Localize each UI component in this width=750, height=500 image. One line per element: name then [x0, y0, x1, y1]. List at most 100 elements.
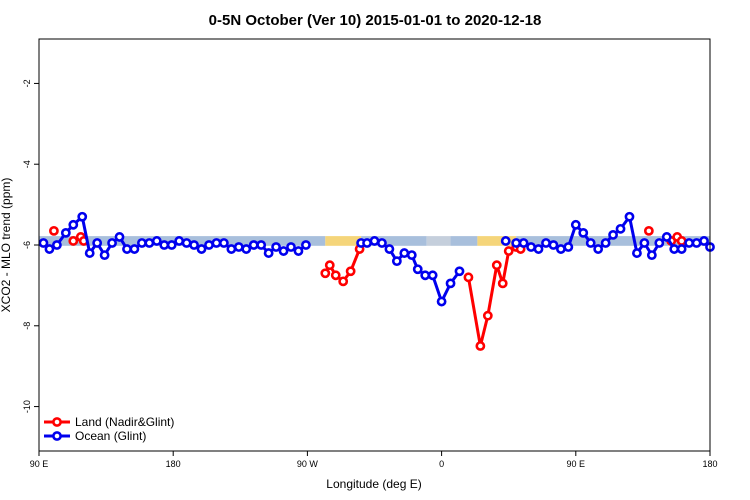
- band-segment-6: [516, 236, 710, 246]
- series-0-point-0-0: [49, 225, 59, 236]
- series-1-line-1: [361, 239, 461, 304]
- series-1-point-3-20: [661, 232, 672, 242]
- series-1-point-3-24: [691, 238, 702, 248]
- series-1-point-3-3: [533, 244, 544, 254]
- series-1-point-3-25: [699, 236, 709, 246]
- series-0-point-2-1: [324, 260, 335, 271]
- series-1-point-0-0: [38, 238, 49, 248]
- series-1-point-3-15: [624, 211, 635, 222]
- series-1-point-0-24: [218, 238, 229, 248]
- series-1-point-1-8: [412, 264, 423, 275]
- series-1-point-3-16: [632, 248, 642, 258]
- series-0-point-3-2: [482, 310, 493, 321]
- series-0-point-3-4: [497, 278, 508, 289]
- legend-label-1: Ocean (Glint): [75, 429, 146, 443]
- series-1-point-1-10: [427, 270, 438, 281]
- series-1-point-3-7: [563, 242, 574, 252]
- series-1-point-1-11: [436, 296, 447, 307]
- series-1-point-0-4: [68, 219, 79, 230]
- series-1-point-0-29: [256, 240, 267, 250]
- series-1-point-0-5: [77, 211, 88, 222]
- y-tick-label-1: -4: [22, 160, 32, 168]
- series-1-point-3-12: [600, 238, 611, 248]
- axes: 90 E 180 90 W 0 90 E 180 -2 -4 -6 -8 -10: [22, 79, 718, 469]
- y-tick-label-4: -10: [22, 400, 32, 413]
- series-1-point-0-12: [129, 244, 140, 254]
- y-tick-label-2: -6: [22, 241, 32, 249]
- series-1-point-3-8: [570, 219, 581, 230]
- series-1-point-0-16: [159, 240, 170, 250]
- series-1-point-1-7: [406, 250, 417, 260]
- series-1-point-1-2: [369, 236, 380, 246]
- series-0-point-1-0: [68, 236, 79, 246]
- series-1-point-0-26: [233, 242, 244, 252]
- series-1-point-1-13: [454, 266, 465, 277]
- series-1-point-0-2: [51, 240, 62, 250]
- series-1-point-3-13: [608, 230, 618, 240]
- series-0-point-3-3: [491, 260, 502, 271]
- series-1-point-0-17: [166, 240, 177, 250]
- series-0-point-2-0: [320, 268, 331, 279]
- series-1-point-3-23: [684, 238, 695, 248]
- series-1-point-0-33: [286, 242, 296, 252]
- series-1-point-1-6: [399, 248, 410, 258]
- series-1-point-1-5: [391, 256, 402, 267]
- series-1-point-0-23: [211, 238, 222, 248]
- series-1-point-0-20: [189, 240, 199, 250]
- series-1-point-0-18: [174, 236, 185, 246]
- series-0-point-4-0: [643, 225, 654, 236]
- series-1-point-3-21: [669, 244, 680, 254]
- series-0-point-3-5: [503, 246, 514, 256]
- y-tick-label-0: -2: [22, 79, 32, 87]
- series-1-point-1-12: [445, 278, 456, 289]
- series-1-point-3-2: [526, 242, 536, 252]
- series-1-point-0-11: [122, 244, 132, 254]
- series-1-point-0-32: [278, 246, 289, 256]
- chart-title: 0-5N October (Ver 10) 2015-01-01 to 2020…: [209, 12, 542, 29]
- series-1-point-0-14: [144, 238, 155, 248]
- band-segment-1: [325, 236, 362, 246]
- series-1-point-0-25: [226, 244, 237, 254]
- series-1-point-0-13: [136, 238, 147, 248]
- x-axis-label: Longitude (deg E): [326, 477, 421, 491]
- series-1-point-0-28: [248, 240, 259, 250]
- series-1-point-0-3: [60, 227, 71, 238]
- series-1-point-0-15: [151, 236, 162, 246]
- band-segment-5: [477, 236, 517, 246]
- band-segment-3: [426, 236, 451, 246]
- series-0-point-3-1: [475, 341, 486, 351]
- band-segment-2: [361, 236, 427, 246]
- legend-marker-0: [52, 417, 62, 427]
- series-1-point-3-0: [511, 238, 522, 248]
- series-1-point-1-4: [384, 244, 395, 254]
- series-0-point-3-0: [463, 272, 474, 283]
- series-0-point-2-4: [345, 266, 356, 277]
- x-tick-label-3: 0: [439, 459, 444, 469]
- series-1-point-0-31: [271, 242, 281, 252]
- x-tick-label-5: 180: [702, 459, 717, 469]
- y-tick-label-3: -8: [22, 322, 32, 330]
- series-1-point-0-6: [84, 248, 95, 258]
- series-1-point-1-1: [362, 238, 372, 248]
- series-1-point-3-22: [676, 244, 687, 254]
- series-1-point-0-21: [196, 244, 207, 254]
- series-1-point-0-19: [181, 238, 192, 248]
- series-1-point-3-4: [541, 238, 551, 248]
- series-1-point-0-7: [92, 238, 103, 248]
- x-tick-label-0: 90 E: [30, 459, 49, 469]
- series-0-point-2-3: [338, 276, 349, 287]
- series-1-point-3-14: [615, 223, 626, 234]
- series-0: [49, 225, 687, 351]
- y-axis-label: XCO2 - MLO trend (ppm): [0, 178, 13, 313]
- series-1-point-3-10: [585, 238, 596, 248]
- legend-label-0: Land (Nadir&Glint): [75, 415, 174, 429]
- series-1-point-0-22: [204, 240, 214, 250]
- series-1-point-3-17: [639, 238, 650, 248]
- series-1-point-1-3: [377, 238, 387, 248]
- series-1-point-0-35: [301, 240, 311, 250]
- series-1: [38, 211, 715, 307]
- band-segment-4: [450, 236, 478, 246]
- series-0-point-2-2: [330, 270, 341, 281]
- series-1-point-0-9: [107, 238, 117, 248]
